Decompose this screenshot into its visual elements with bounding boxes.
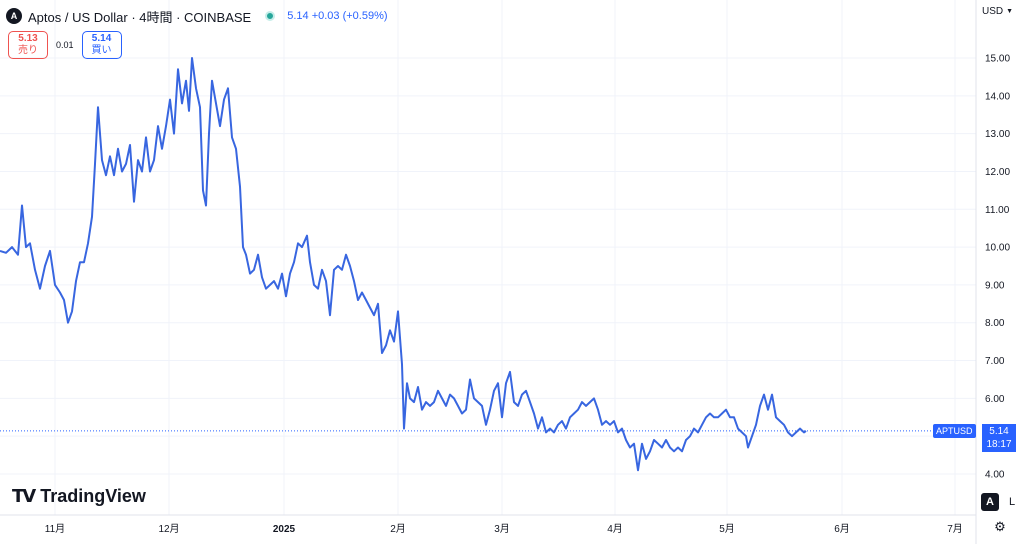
price-axis: 4.005.006.007.008.009.0010.0011.0012.001… [985,54,1010,481]
chart-header: A Aptos / US Dollar · 4時間 · COINBASE 5.1… [6,6,388,26]
x-tick-label: 5月 [719,523,735,535]
buy-button[interactable]: 5.14 買い [81,31,122,59]
bar-countdown: 18:17 [986,439,1012,450]
y-tick-label: 10.00 [985,243,1010,254]
x-tick-label: 3月 [494,523,510,535]
y-tick-label: 6.00 [985,394,1005,405]
y-tick-label: 8.00 [985,318,1005,329]
auto-scale-button[interactable]: A [981,493,999,511]
chevron-down-icon: ▼ [1006,8,1014,15]
tradingview-mark-icon: TV [12,486,36,507]
symbol-title[interactable]: Aptos / US Dollar · 4時間 · COINBASE [28,9,252,25]
y-tick-label: 7.00 [985,356,1005,367]
time-axis: 11月 12月 2025 2月 3月 4月 5月 6月 7月 [45,523,963,535]
sell-price: 5.13 [18,33,38,44]
aptos-logo-icon: A [6,8,22,24]
tradingview-wordmark: TradingView [40,486,146,506]
x-tick-label: 2025 [273,524,296,535]
y-tick-label: 14.00 [985,91,1010,102]
y-tick-label: 15.00 [985,54,1010,65]
y-tick-label: 12.00 [985,167,1010,178]
y-tick-label: 9.00 [985,280,1005,291]
log-scale-button[interactable]: L [1008,496,1016,508]
spread-value: 0.01 [56,40,74,50]
trade-buttons: 5.13 売り 0.01 5.14 買い [8,31,122,59]
y-tick-label: 13.00 [985,129,1010,140]
x-tick-label: 7月 [947,523,963,535]
price-change: 5.14 +0.03 (+0.59%) [287,10,388,22]
market-status-icon[interactable] [265,11,276,21]
last-price-value: 5.14 [989,426,1009,437]
sell-label: 売り [18,45,38,56]
x-tick-label: 11月 [45,523,65,535]
buy-price: 5.14 [91,33,112,44]
y-tick-label: 4.00 [985,470,1005,481]
tradingview-logo[interactable]: TV TradingView [12,486,146,507]
buy-label: 買い [91,45,112,56]
x-tick-label: 12月 [158,523,179,535]
x-tick-label: 4月 [607,523,623,535]
currency-label: USD [982,6,1004,17]
gear-icon[interactable]: ⚙ [994,519,1006,534]
currency-select[interactable]: USD ▼ [982,6,1013,17]
chart-grid [0,0,976,515]
sell-button[interactable]: 5.13 売り [8,31,48,59]
x-tick-label: 6月 [834,523,850,535]
last-price-label: 5.14 18:17 [982,424,1016,452]
series-line [0,57,807,472]
symbol-price-label: APTUSD [933,424,976,438]
x-tick-label: 2月 [390,523,406,535]
y-tick-label: 11.00 [985,205,1010,216]
